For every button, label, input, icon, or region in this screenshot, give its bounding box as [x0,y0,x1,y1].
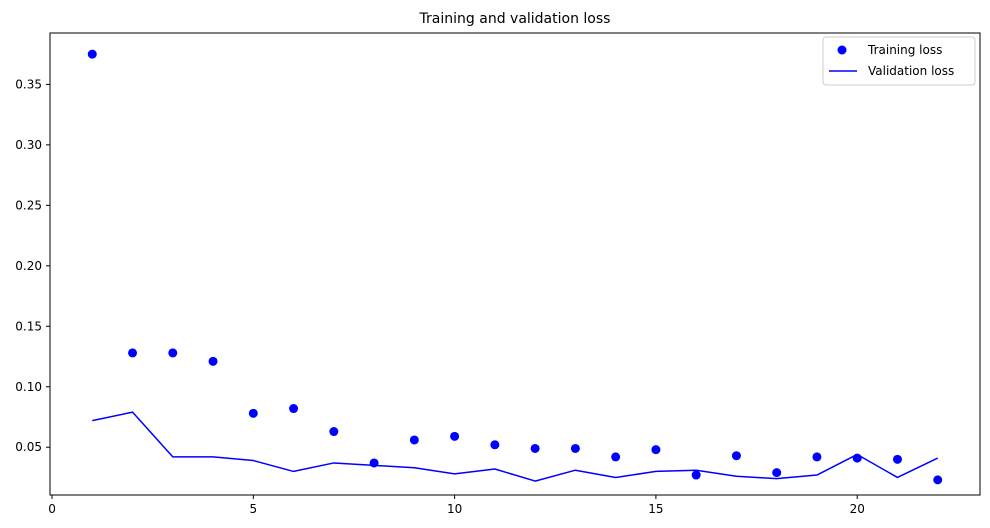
data-point-training-loss [168,348,178,358]
x-tick-label: 0 [48,502,56,516]
data-point-training-loss [611,452,621,462]
axes: 0 5 10 15 20 0.05 0.10 0.15 0.20 0.25 0.30 0.35 [15,32,981,516]
data-point-training-loss [570,443,580,453]
data-point-training-loss [892,454,902,464]
y-tick-label: 0.20 [15,259,42,273]
legend-box [822,36,976,86]
data-point-training-loss [731,451,741,461]
data-point-training-loss [248,408,258,418]
x-tick-label: 5 [249,502,257,516]
data-point-training-loss [651,445,661,455]
x-tick-label: 15 [648,502,663,516]
y-tick-label: 0.30 [15,138,42,152]
data-point-training-loss [409,435,419,445]
data-point-training-loss [772,468,782,478]
y-tick-label: 0.05 [15,440,42,454]
data-point-training-loss [933,475,943,485]
data-point-training-loss [812,452,822,462]
legend-label-validation-loss: Validation loss [868,64,954,78]
y-tick-label: 0.35 [15,77,42,91]
series-line-validation-loss [92,411,939,482]
data-point-training-loss [329,427,339,437]
y-tick-label: 0.15 [15,319,42,333]
y-tick-label: 0.10 [15,380,42,394]
plot-frame [49,32,981,496]
data-point-training-loss [691,470,701,480]
plot-area [87,49,943,485]
data-point-training-loss [87,49,97,59]
chart-title: Training and validation loss [419,11,611,27]
legend: Training loss Validation loss [822,36,976,86]
legend-label-training-loss: Training loss [867,43,942,57]
data-point-training-loss [450,431,460,441]
data-point-training-loss [208,356,218,366]
legend-marker-training-loss [837,45,847,55]
data-point-training-loss [490,440,500,450]
x-tick-label: 10 [447,502,462,516]
data-point-training-loss [530,443,540,453]
y-tick-label: 0.25 [15,198,42,212]
data-point-training-loss [289,404,299,414]
data-point-training-loss [128,348,138,358]
x-tick-label: 20 [850,502,865,516]
